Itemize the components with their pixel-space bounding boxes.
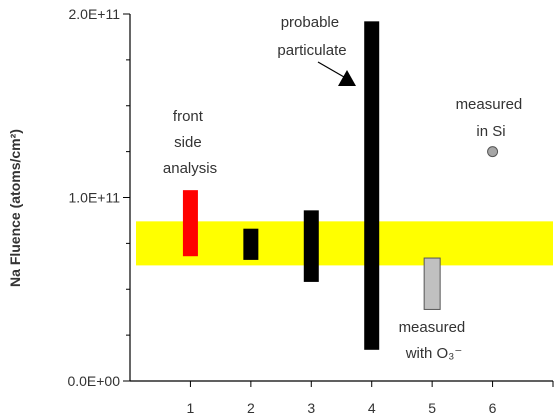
x-tick-label: 2 [247, 400, 255, 416]
annotation-line: front [173, 108, 204, 125]
annotation-arrow-line [317, 61, 345, 78]
range-layer [182, 21, 441, 350]
x-tick-label: 6 [489, 400, 497, 416]
annotation-line: with O₃⁻ [405, 345, 463, 362]
annotation-probable-particulate: probable particulate [277, 14, 346, 59]
range-bar-2 [243, 228, 259, 260]
x-tick-label: 5 [428, 400, 436, 416]
range-bar-1 [182, 190, 198, 257]
reference-band [136, 221, 553, 266]
range-bar-3 [303, 210, 319, 282]
x-tick-label: 4 [368, 400, 376, 416]
point-layer [487, 146, 499, 158]
y-axis-label: Na Fluence (atoms/cm²) [7, 129, 23, 287]
annotation-measured-in-si: measured in Si [456, 96, 527, 140]
data-point-in-si [487, 146, 499, 158]
annotation-line: side [174, 134, 202, 151]
annotation-line: probable [281, 14, 339, 31]
y-tick-label: 2.0E+11 [68, 6, 120, 22]
annotations: front side analysis probable particulate… [163, 14, 527, 362]
x-tick-label: 3 [307, 400, 315, 416]
annotation-arrow-head [338, 70, 356, 86]
annotation-line: measured [399, 319, 466, 336]
band-layer [136, 221, 553, 266]
y-tick-label: 0.0E+00 [67, 373, 120, 389]
range-bar-4 [364, 21, 380, 350]
annotation-line: in Si [476, 123, 505, 140]
tick-labels: 0.0E+00 1.0E+11 2.0E+11 1 2 3 4 5 6 [67, 6, 496, 416]
annotation-line: particulate [277, 42, 346, 59]
x-tick-label: 1 [187, 400, 195, 416]
axes [123, 13, 554, 387]
annotation-measured-with-o3: measured with O₃⁻ [399, 319, 470, 362]
range-bar-5 [423, 257, 441, 310]
annotation-front-side-analysis: front side analysis [163, 108, 217, 177]
y-tick-label: 1.0E+11 [68, 190, 120, 206]
annotation-line: measured [456, 96, 523, 113]
annotation-line: analysis [163, 160, 217, 177]
